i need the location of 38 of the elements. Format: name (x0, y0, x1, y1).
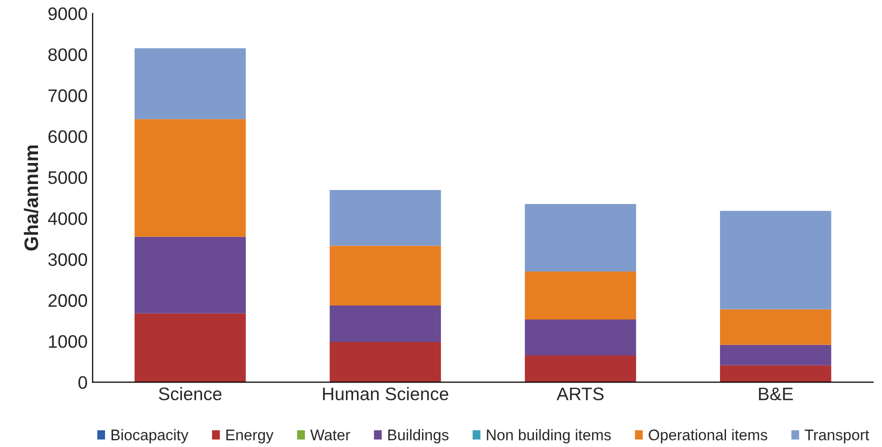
bar (524, 272, 636, 320)
y-tick-label: 1000 (48, 335, 88, 348)
bar (524, 319, 636, 356)
bar (134, 236, 246, 314)
y-tick-label: 5000 (48, 171, 88, 184)
y-tick-label: 6000 (48, 130, 88, 144)
legend-label: Non building items (486, 429, 611, 444)
bar (524, 204, 636, 272)
bar (330, 342, 441, 382)
legend-label: Transport (804, 430, 870, 444)
y-tick-label: 4000 (48, 212, 88, 226)
legend-label: Operational items (648, 429, 768, 444)
y-tick-label: 7000 (48, 89, 88, 102)
legend-label: Energy (226, 430, 274, 444)
bar (134, 313, 246, 382)
legend-label: Water (310, 430, 350, 440)
y-tick-label: 3000 (48, 253, 88, 266)
x-tick-label: Science (158, 387, 222, 400)
y-tick-label: 9000 (48, 7, 88, 20)
bar (720, 365, 832, 382)
y-tick-label: 8000 (48, 48, 88, 62)
bar (524, 356, 636, 382)
bar (134, 48, 246, 120)
bar (134, 119, 246, 237)
y-tick-label: 0 (78, 376, 88, 389)
x-tick-label: Human Science (323, 387, 448, 400)
bar (330, 306, 441, 342)
bar (720, 344, 832, 366)
y-axis-title: Gha/annum (24, 146, 38, 250)
y-tick-label: 2000 (48, 294, 88, 307)
legend-label: Buildings (388, 429, 448, 444)
bar (330, 190, 441, 246)
bar (720, 210, 832, 310)
legend-label: Biocapacity (112, 429, 188, 444)
bar (720, 309, 832, 345)
x-tick-label: ARTS (556, 388, 604, 400)
x-tick-label: B&E (759, 388, 793, 400)
bar (330, 246, 441, 306)
